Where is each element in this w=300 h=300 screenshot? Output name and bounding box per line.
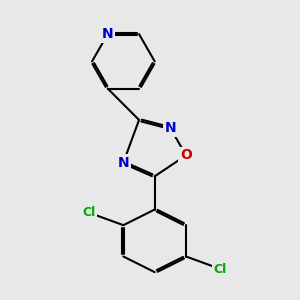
- Text: O: O: [180, 148, 192, 162]
- Text: N: N: [102, 27, 113, 41]
- Text: N: N: [164, 121, 176, 135]
- Text: N: N: [118, 155, 129, 170]
- Text: Cl: Cl: [82, 206, 95, 219]
- Text: Cl: Cl: [214, 262, 227, 275]
